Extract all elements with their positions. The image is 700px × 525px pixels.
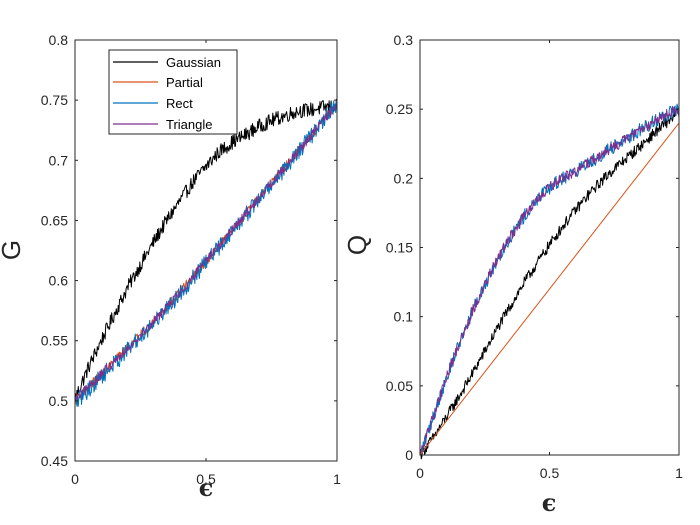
plot-q-series-triangle: [419, 106, 680, 456]
plot-q-series: [419, 103, 680, 460]
plot-g-ytick-label: 0.6: [49, 273, 69, 289]
plot-q-ytick-label: 0: [405, 447, 413, 463]
plot-g-xtick-label: 1: [333, 471, 341, 487]
plot-g: 0 0.5 1 0.45 0.5 0.55 0.6 0.65 0.7 0.75 0.8 G ϵ Ga…: [0, 32, 341, 502]
plot-q-ylabel: Q: [342, 235, 372, 255]
legend-label-gaussian: Gaussian: [166, 55, 221, 70]
plot-q-series-partial: [419, 122, 680, 456]
plot-q-ytick-label: 0.05: [386, 378, 413, 394]
plot-q-xtick-label: 0.5: [540, 465, 560, 481]
plot-q-xtick-label: 0: [416, 465, 424, 481]
plot-q-area: [420, 40, 679, 455]
plot-q-ytick-label: 0.3: [394, 32, 414, 48]
plot-q-ytick-label: 0.15: [386, 240, 413, 256]
plot-g-ytick-label: 0.75: [41, 92, 68, 108]
legend-box: [108, 49, 238, 135]
legend-label-rect: Rect: [166, 96, 193, 111]
plot-q-xlabel: ϵ: [542, 488, 557, 517]
plot-g-xlabel: ϵ: [199, 473, 214, 502]
plot-g-xtick-label: 0.5: [196, 471, 216, 487]
plot-q-series-gaussian: [419, 107, 680, 460]
legend-label-partial: Partial: [166, 75, 203, 90]
plot-q-ticks: 0 0.5 1 0 0.05 0.1 0.15 0.2 0.25 0.3: [386, 32, 683, 481]
plot-g-series-triangle: [74, 103, 338, 401]
plot-g-ytick-label: 0.45: [41, 453, 68, 469]
plot-g-ytick-label: 0.7: [49, 152, 69, 168]
plot-q-xtick-label: 1: [675, 465, 683, 481]
plot-q: 0 0.5 1 0 0.05 0.1 0.15 0.2 0.25 0.3 Q ϵ: [342, 32, 683, 517]
plot-g-ytick-label: 0.8: [49, 32, 69, 48]
plot-g-ytick-label: 0.5: [49, 393, 69, 409]
plot-g-ticks: 0 0.5 1 0.45 0.5 0.55 0.6 0.65 0.7 0.75 0.8: [41, 32, 341, 487]
plot-g-ytick-label: 0.55: [41, 333, 68, 349]
plot-q-ytick-label: 0.1: [394, 309, 414, 325]
plot-g-ytick-label: 0.65: [41, 212, 68, 228]
plot-g-ylabel: G: [0, 240, 26, 260]
plot-q-ytick-label: 0.25: [386, 101, 413, 117]
legend-label-triangle: Triangle: [166, 117, 212, 132]
plot-g-xtick-label: 0: [71, 471, 79, 487]
plot-g-series-gaussian: [74, 98, 338, 401]
plot-g-series: [74, 98, 338, 407]
plot-q-ytick-label: 0.2: [394, 170, 414, 186]
legend: Gaussian Partial Rect Triangle: [108, 49, 238, 135]
